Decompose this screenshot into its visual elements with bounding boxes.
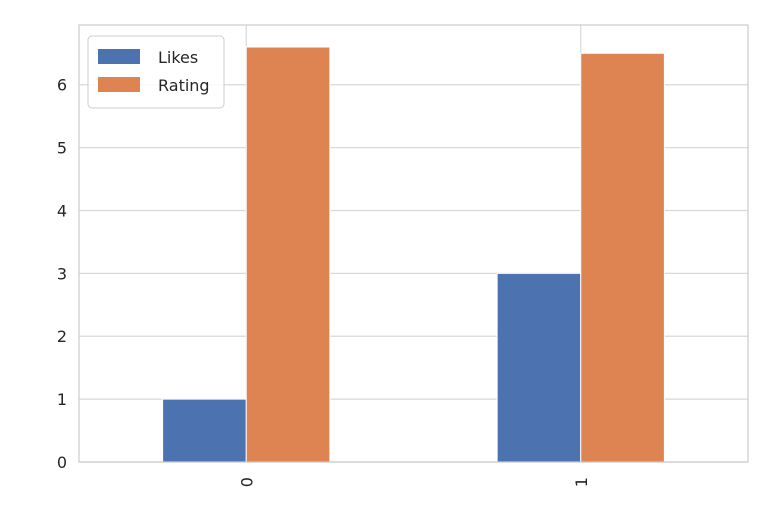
y-tick-label: 6 [57, 76, 67, 95]
y-tick-label: 1 [57, 390, 67, 409]
bar-group [162, 46, 665, 463]
y-tick-label: 2 [57, 327, 67, 346]
bar-rating-1 [580, 52, 665, 463]
bar-likes-0 [162, 398, 247, 463]
y-tick-label: 3 [57, 264, 67, 283]
bar-rating-0 [245, 46, 331, 463]
legend-label-likes: Likes [158, 48, 198, 67]
y-tick-label: 4 [57, 201, 67, 220]
x-tick-label: 1 [572, 477, 591, 487]
legend-box [87, 35, 225, 109]
y-axis-ticks: 0 1 2 3 4 5 6 [57, 76, 67, 472]
bar-likes-1 [496, 272, 582, 463]
legend: Likes Rating [87, 35, 225, 109]
y-tick-label: 5 [57, 139, 67, 158]
legend-swatch-rating [98, 77, 140, 92]
legend-swatch-likes [98, 49, 140, 64]
legend-label-rating: Rating [158, 76, 210, 95]
y-tick-label: 0 [57, 453, 67, 472]
plot-frame [78, 24, 749, 463]
x-tick-label: 0 [237, 477, 256, 487]
